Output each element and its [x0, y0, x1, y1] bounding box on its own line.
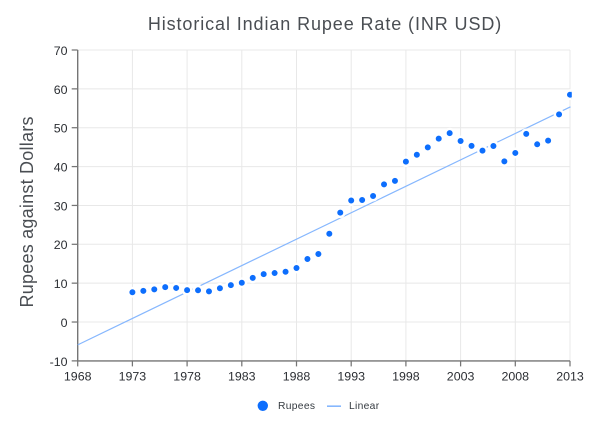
svg-text:Historical Indian Rupee Rate (: Historical Indian Rupee Rate (INR USD)	[148, 14, 502, 34]
svg-text:0: 0	[61, 316, 68, 330]
svg-text:1993: 1993	[337, 369, 365, 383]
svg-text:-10: -10	[50, 355, 68, 369]
svg-text:2003: 2003	[447, 369, 475, 383]
svg-text:20: 20	[54, 238, 68, 252]
svg-text:1998: 1998	[392, 369, 420, 383]
svg-text:Linear: Linear	[349, 401, 380, 412]
svg-text:Rupees: Rupees	[278, 401, 315, 412]
svg-text:50: 50	[54, 122, 68, 136]
svg-text:2008: 2008	[502, 369, 530, 383]
svg-text:1983: 1983	[228, 369, 256, 383]
svg-text:1973: 1973	[119, 369, 147, 383]
svg-text:1968: 1968	[64, 369, 92, 383]
svg-text:1978: 1978	[173, 369, 201, 383]
svg-text:1988: 1988	[283, 369, 311, 383]
svg-text:30: 30	[54, 199, 68, 213]
svg-text:70: 70	[54, 44, 68, 58]
svg-text:40: 40	[54, 160, 68, 174]
svg-text:10: 10	[54, 277, 68, 291]
svg-text:60: 60	[54, 83, 68, 97]
svg-text:2013: 2013	[556, 369, 584, 383]
svg-text:Rupees against Dollars: Rupees against Dollars	[17, 116, 37, 307]
